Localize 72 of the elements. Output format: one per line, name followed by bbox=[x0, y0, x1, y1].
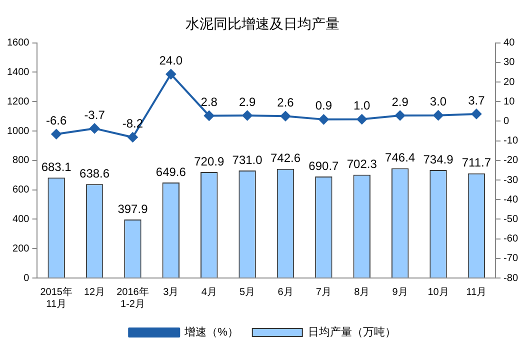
y2-tick-label: 30 bbox=[504, 57, 516, 68]
data-label: 683.1 bbox=[41, 160, 72, 174]
y-tick-label: 600 bbox=[12, 184, 30, 196]
legend-label: 增速（%） bbox=[184, 326, 238, 339]
y2-tick-label: -80 bbox=[504, 272, 518, 284]
data-label: 24.0 bbox=[159, 53, 183, 68]
x-tick-label: 11月 bbox=[466, 286, 487, 298]
y-tick-label: 0 bbox=[24, 272, 30, 284]
data-label: 2.6 bbox=[277, 95, 294, 110]
y2-tick-label: -60 bbox=[504, 234, 518, 245]
point bbox=[90, 123, 100, 134]
chart-title: 水泥同比增速及日均产量 bbox=[186, 15, 340, 32]
data-label: 720.9 bbox=[194, 154, 224, 168]
data-label: 1.0 bbox=[354, 98, 371, 113]
point bbox=[51, 129, 62, 140]
x-tick-label: 2015年 11月 bbox=[40, 286, 72, 310]
y2-tick-label: 0 bbox=[504, 116, 510, 127]
data-label: 2.9 bbox=[392, 94, 409, 109]
y2-tick-label: -20 bbox=[504, 155, 518, 166]
y2-tick-label: -50 bbox=[504, 214, 518, 225]
point bbox=[356, 114, 367, 124]
x-tick-label: 2016年 1-2月 bbox=[116, 286, 149, 310]
data-label: 711.7 bbox=[462, 156, 492, 170]
data-label: 2.8 bbox=[200, 95, 218, 110]
point bbox=[280, 111, 290, 122]
x-tick-label: 3月 bbox=[163, 286, 179, 298]
y2-tick-label: -10 bbox=[504, 136, 518, 147]
y-tick-label: 200 bbox=[12, 243, 30, 254]
point bbox=[128, 132, 138, 142]
legend-label: 日均产量（万吨） bbox=[308, 326, 396, 339]
point bbox=[204, 110, 214, 121]
y2-tick-label: -30 bbox=[504, 174, 518, 186]
y2-tick-label: 10 bbox=[504, 96, 516, 108]
x-tick-label: 6月 bbox=[278, 286, 294, 298]
y-tick-label: 1600 bbox=[6, 38, 30, 49]
data-label: 690.7 bbox=[308, 158, 340, 173]
y2-tick-label: -70 bbox=[504, 253, 518, 264]
data-label: 3.0 bbox=[430, 94, 447, 109]
data-label: 702.3 bbox=[346, 157, 378, 172]
data-label: 397.9 bbox=[118, 202, 148, 216]
data-label: 0.9 bbox=[315, 98, 332, 113]
data-label: 638.6 bbox=[80, 166, 110, 180]
data-label: 2.9 bbox=[238, 94, 256, 109]
data-label: 3.7 bbox=[468, 93, 486, 108]
data-label: 649.6 bbox=[156, 164, 186, 179]
y2-tick-label: -40 bbox=[504, 194, 518, 206]
x-tick-label: 4月 bbox=[201, 286, 217, 298]
y2-tick-label: 40 bbox=[504, 38, 516, 49]
data-label: 734.9 bbox=[423, 152, 454, 166]
x-tick-label: 5月 bbox=[240, 286, 256, 298]
point bbox=[395, 110, 406, 121]
x-tick-label: 7月 bbox=[316, 286, 332, 298]
data-label: -3.7 bbox=[84, 108, 106, 122]
y-tick-label: 400 bbox=[12, 214, 30, 225]
point bbox=[242, 110, 252, 121]
y2-tick-label: 20 bbox=[504, 76, 516, 88]
y-tick-label: 800 bbox=[12, 155, 30, 166]
data-label: -6.6 bbox=[46, 113, 67, 128]
x-tick-label: 9月 bbox=[392, 286, 408, 298]
y-tick-label: 1000 bbox=[6, 126, 30, 137]
x-tick-label: 10月 bbox=[428, 286, 449, 298]
point bbox=[318, 114, 329, 124]
x-tick-label: 8月 bbox=[354, 286, 370, 298]
data-label: 742.6 bbox=[270, 151, 301, 166]
point bbox=[166, 69, 176, 80]
y-tick-label: 1200 bbox=[6, 96, 30, 108]
x-tick-label: 12月 bbox=[84, 286, 106, 298]
data-label: 731.0 bbox=[232, 152, 263, 167]
point bbox=[471, 108, 482, 119]
data-label: 746.4 bbox=[385, 150, 416, 165]
point bbox=[433, 110, 444, 120]
y-tick-label: 1400 bbox=[6, 66, 30, 78]
